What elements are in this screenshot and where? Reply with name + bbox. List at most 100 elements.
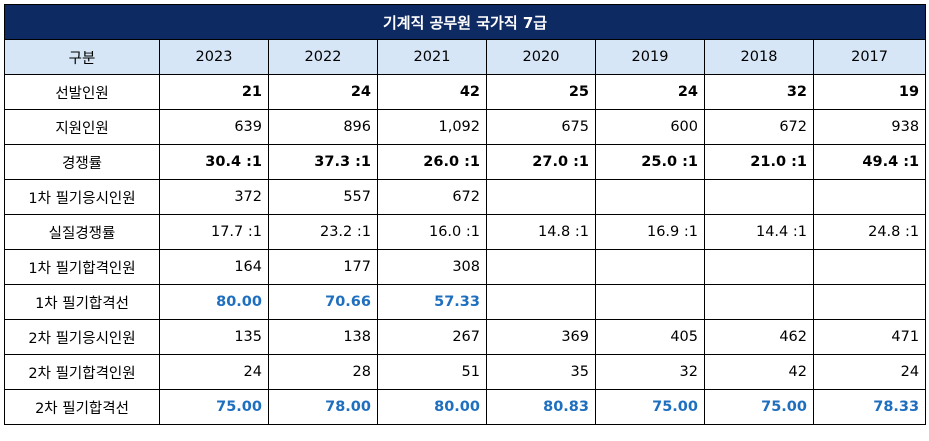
value-cell: 26.0 :1 (377, 144, 487, 180)
value-cell: 80.00 (159, 284, 269, 320)
value-cell: 32 (595, 354, 705, 390)
stats-table-container: 기계직 공무원 국가직 7급 구분 2023 2022 2021 2020 20… (3, 4, 927, 425)
table-row: 1차 필기합격선 80.00 70.66 57.33 (4, 284, 927, 320)
table-row: 2차 필기합격선 75.00 78.00 80.00 80.83 75.00 75.00 78… (4, 389, 927, 425)
table-row: 2차 필기응시인원 135 138 267 369 405 462 471 (4, 319, 927, 355)
table-row: 1차 필기응시인원 372 557 672 (4, 179, 927, 215)
value-cell: 938 (812, 109, 927, 145)
value-cell: 14.4 :1 (704, 214, 814, 250)
value-cell (812, 249, 927, 285)
value-cell: 471 (812, 319, 927, 355)
value-cell: 135 (159, 319, 269, 355)
value-cell: 51 (377, 354, 487, 390)
value-cell (812, 284, 927, 320)
value-cell: 21 (159, 74, 269, 110)
value-cell (812, 179, 927, 215)
value-cell: 164 (159, 249, 269, 285)
title-row: 기계직 공무원 국가직 7급 (3, 4, 927, 40)
value-cell: 42 (377, 74, 487, 110)
row-label: 선발인원 (4, 74, 160, 110)
value-cell: 405 (595, 319, 705, 355)
value-cell: 70.66 (268, 284, 378, 320)
row-label: 2차 필기합격선 (4, 389, 160, 425)
value-cell: 639 (159, 109, 269, 145)
value-cell (704, 179, 814, 215)
value-cell (595, 284, 705, 320)
value-cell: 1,092 (377, 109, 487, 145)
value-cell: 28 (268, 354, 378, 390)
table-row: 선발인원 21 24 42 25 24 32 19 (4, 74, 927, 110)
value-cell: 369 (486, 319, 596, 355)
row-label: 1차 필기합격선 (4, 284, 160, 320)
header-year: 2021 (377, 39, 487, 75)
value-cell: 23.2 :1 (268, 214, 378, 250)
value-cell: 78.33 (812, 389, 927, 425)
value-cell: 27.0 :1 (486, 144, 596, 180)
value-cell: 372 (159, 179, 269, 215)
row-label: 2차 필기응시인원 (4, 319, 160, 355)
value-cell: 75.00 (595, 389, 705, 425)
header-year: 2020 (486, 39, 596, 75)
row-label: 실질경쟁률 (4, 214, 160, 250)
table-row: 2차 필기합격인원 24 28 51 35 32 42 24 (4, 354, 927, 390)
header-year: 2019 (595, 39, 705, 75)
value-cell (486, 179, 596, 215)
value-cell: 600 (595, 109, 705, 145)
table-row: 경쟁률 30.4 :1 37.3 :1 26.0 :1 27.0 :1 25.0 :1 21… (4, 144, 927, 180)
value-cell (595, 249, 705, 285)
value-cell: 24.8 :1 (812, 214, 927, 250)
value-cell: 24 (159, 354, 269, 390)
value-cell: 42 (704, 354, 814, 390)
row-label: 지원인원 (4, 109, 160, 145)
value-cell: 672 (704, 109, 814, 145)
header-year: 2023 (159, 39, 269, 75)
value-cell (486, 284, 596, 320)
value-cell (486, 249, 596, 285)
table-title: 기계직 공무원 국가직 7급 (3, 4, 927, 40)
header-year: 2017 (812, 39, 927, 75)
value-cell: 21.0 :1 (704, 144, 814, 180)
table-row: 지원인원 639 896 1,092 675 600 672 938 (4, 109, 927, 145)
value-cell: 138 (268, 319, 378, 355)
value-cell: 675 (486, 109, 596, 145)
value-cell: 30.4 :1 (159, 144, 269, 180)
value-cell: 80.83 (486, 389, 596, 425)
header-row: 구분 2023 2022 2021 2020 2019 2018 2017 (4, 39, 927, 75)
value-cell: 24 (595, 74, 705, 110)
value-cell: 25.0 :1 (595, 144, 705, 180)
value-cell (704, 249, 814, 285)
value-cell: 49.4 :1 (812, 144, 927, 180)
value-cell: 14.8 :1 (486, 214, 596, 250)
value-cell: 308 (377, 249, 487, 285)
header-year: 2018 (704, 39, 814, 75)
value-cell: 32 (704, 74, 814, 110)
table-row: 1차 필기합격인원 164 177 308 (4, 249, 927, 285)
value-cell: 78.00 (268, 389, 378, 425)
value-cell: 557 (268, 179, 378, 215)
value-cell: 37.3 :1 (268, 144, 378, 180)
row-label: 1차 필기합격인원 (4, 249, 160, 285)
value-cell: 672 (377, 179, 487, 215)
value-cell (704, 284, 814, 320)
value-cell: 896 (268, 109, 378, 145)
value-cell: 16.9 :1 (595, 214, 705, 250)
header-label: 구분 (4, 39, 160, 75)
value-cell: 16.0 :1 (377, 214, 487, 250)
value-cell: 177 (268, 249, 378, 285)
row-label: 경쟁률 (4, 144, 160, 180)
value-cell: 24 (268, 74, 378, 110)
header-year: 2022 (268, 39, 378, 75)
value-cell: 75.00 (159, 389, 269, 425)
row-label: 1차 필기응시인원 (4, 179, 160, 215)
value-cell: 19 (812, 74, 927, 110)
value-cell: 80.00 (377, 389, 487, 425)
value-cell: 462 (704, 319, 814, 355)
value-cell (595, 179, 705, 215)
table-row: 실질경쟁률 17.7 :1 23.2 :1 16.0 :1 14.8 :1 16.9 :1… (4, 214, 927, 250)
row-label: 2차 필기합격인원 (4, 354, 160, 390)
value-cell: 17.7 :1 (159, 214, 269, 250)
value-cell: 35 (486, 354, 596, 390)
value-cell: 75.00 (704, 389, 814, 425)
value-cell: 25 (486, 74, 596, 110)
value-cell: 24 (812, 354, 927, 390)
